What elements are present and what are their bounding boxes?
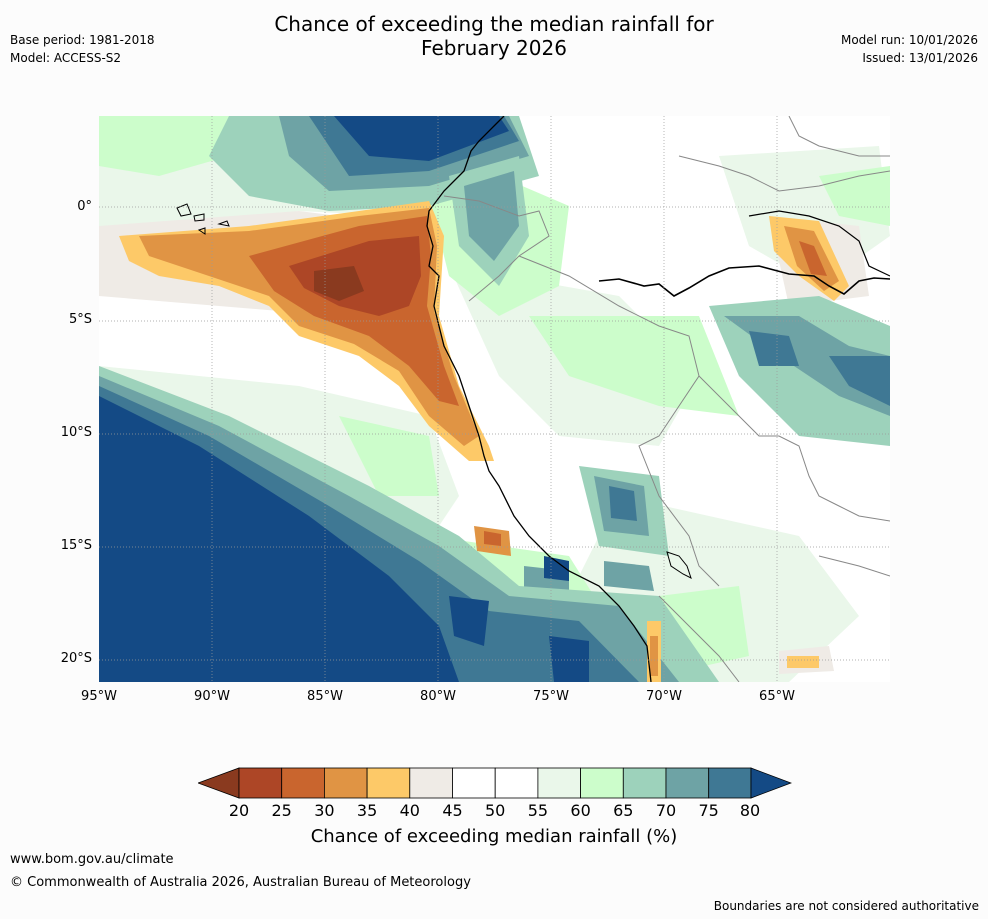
colorbar-segment-below-20 bbox=[196, 767, 240, 799]
colorbar-segment bbox=[324, 767, 368, 799]
colorbar-svg bbox=[196, 767, 793, 799]
lon-label-95w: 95°W bbox=[81, 689, 117, 704]
colorbar-tick: 70 bbox=[655, 801, 677, 820]
colorbar-tick: 35 bbox=[356, 801, 378, 820]
country-borders bbox=[443, 116, 890, 682]
colorbar-tick: 30 bbox=[314, 801, 335, 820]
colorbar-segment bbox=[366, 767, 411, 799]
colorbar-segment bbox=[238, 767, 283, 799]
lon-label-90w: 90°W bbox=[194, 689, 230, 704]
footer-url[interactable]: www.bom.gov.au/climate bbox=[10, 852, 174, 867]
colorbar-tick: 50 bbox=[485, 801, 506, 820]
lake bbox=[666, 551, 692, 579]
issued-text: Issued: 13/01/2026 bbox=[862, 51, 978, 65]
colorbar-segment bbox=[409, 767, 453, 799]
colorbar-label: Chance of exceeding median rainfall (%) bbox=[310, 826, 678, 847]
graticule bbox=[99, 116, 890, 682]
model-run-text: Model run: 10/01/2026 bbox=[840, 33, 978, 47]
map-canvas bbox=[99, 116, 890, 682]
colorbar-tick: 20 bbox=[228, 801, 250, 820]
teal-areas bbox=[209, 116, 890, 596]
colorbar-tick: 45 bbox=[442, 801, 463, 820]
header-right: Model run: 10/01/2026 Issued: 13/01/2026 bbox=[841, 31, 978, 67]
colorbar-tick: 60 bbox=[570, 801, 591, 820]
colorbar-tick: 55 bbox=[527, 801, 549, 820]
map-title: Chance of exceeding the median rainfall … bbox=[0, 12, 988, 60]
dry-region-main bbox=[119, 201, 849, 682]
colorbar bbox=[196, 767, 793, 803]
footer-note: Boundaries are not considered authoritat… bbox=[713, 899, 979, 913]
colorbar-segment bbox=[580, 767, 624, 799]
lon-label-85w: 85°W bbox=[307, 689, 343, 704]
colorbar-segment bbox=[622, 767, 667, 799]
colorbar-tick: 65 bbox=[613, 801, 634, 820]
lon-label-65w: 65°W bbox=[759, 689, 795, 704]
amazon-river bbox=[598, 265, 890, 297]
galapagos-islands bbox=[176, 203, 230, 235]
lat-label-0: 0° bbox=[77, 199, 92, 214]
title-line-1: Chance of exceeding the median rainfall … bbox=[274, 12, 714, 36]
colorbar-segment bbox=[537, 767, 581, 799]
lat-label-5s: 5°S bbox=[68, 312, 92, 327]
colorbar-tick: 40 bbox=[399, 801, 420, 820]
model-text: Model: ACCESS-S2 bbox=[10, 51, 122, 65]
lat-label-15s: 15°S bbox=[60, 538, 92, 553]
colorbar-segment bbox=[281, 767, 325, 799]
river-north bbox=[748, 210, 890, 277]
ocean-blue-region bbox=[99, 366, 719, 682]
coastline bbox=[426, 116, 652, 682]
lat-label-10s: 10°S bbox=[60, 425, 92, 440]
colorbar-tick: 75 bbox=[698, 801, 719, 820]
lon-label-80w: 80°W bbox=[420, 689, 456, 704]
colorbar-segment bbox=[665, 767, 710, 799]
colorbar-segment bbox=[494, 767, 539, 799]
title-line-2: February 2026 bbox=[421, 36, 567, 60]
lon-label-70w: 70°W bbox=[646, 689, 682, 704]
rainfall-map bbox=[99, 116, 890, 682]
lat-label-20s: 20°S bbox=[60, 651, 92, 666]
colorbar-tick: 80 bbox=[739, 801, 761, 820]
colorbar-segment-above-80 bbox=[750, 767, 793, 799]
header-left: Base period: 1981-2018 Model: ACCESS-S2 bbox=[10, 31, 155, 67]
colorbar-tick: 25 bbox=[271, 801, 292, 820]
colorbar-segment bbox=[708, 767, 752, 799]
colorbar-segment bbox=[452, 767, 496, 799]
base-period-text: Base period: 1981-2018 bbox=[10, 33, 155, 47]
lon-label-75w: 75°W bbox=[533, 689, 569, 704]
footer-copyright: © Commonwealth of Australia 2026, Austra… bbox=[10, 875, 471, 890]
